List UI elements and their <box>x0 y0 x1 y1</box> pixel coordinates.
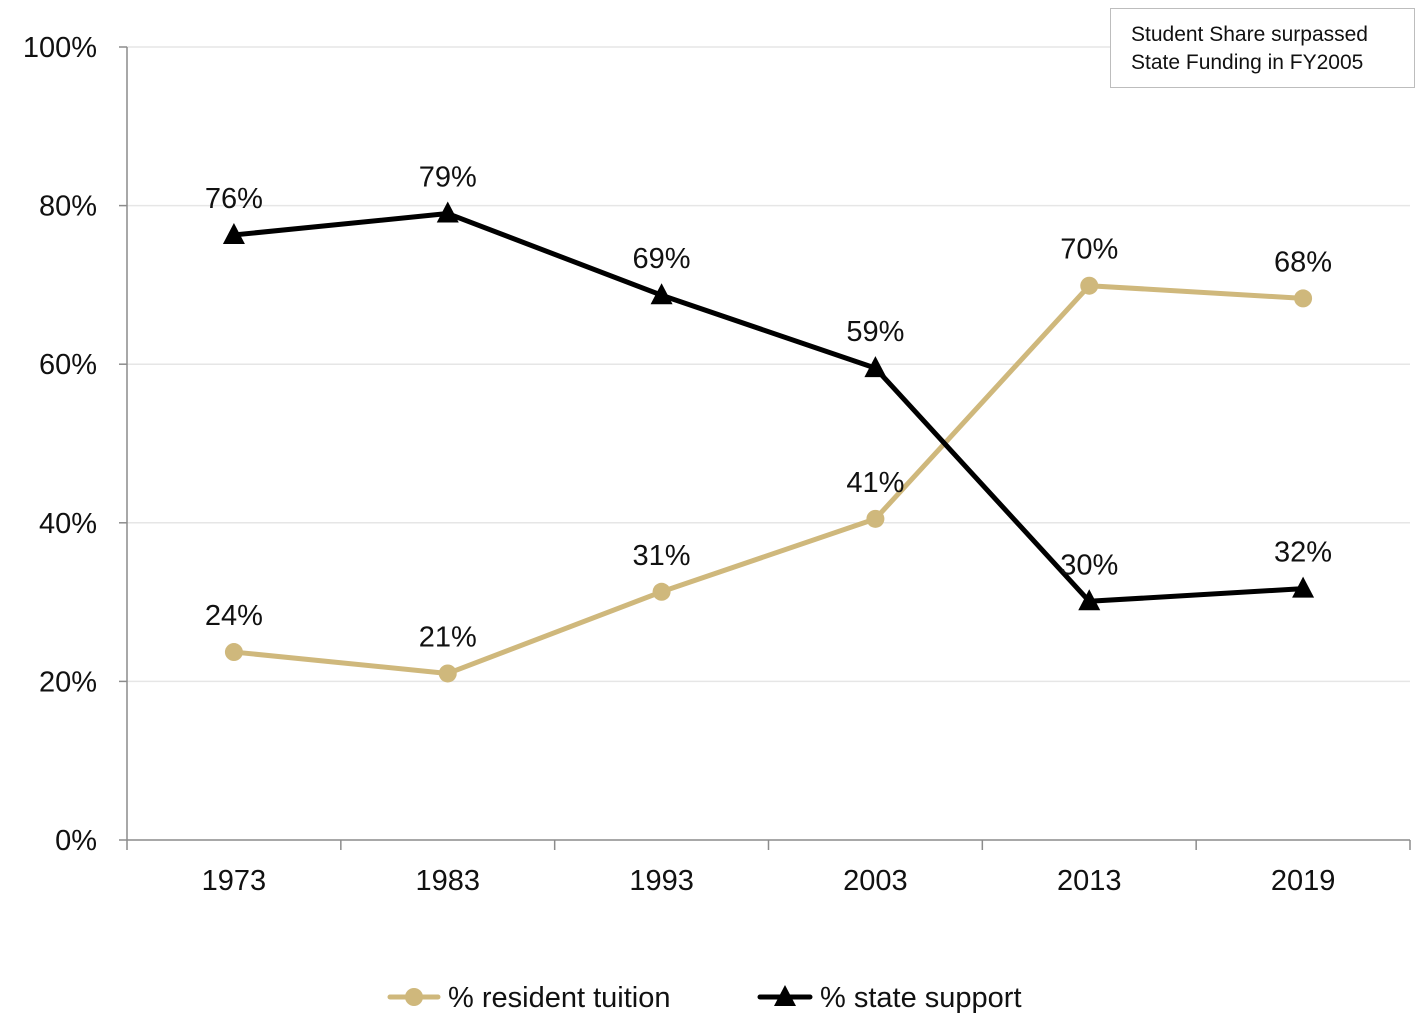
x-tick-label: 2013 <box>1057 865 1122 897</box>
data-point <box>436 201 459 223</box>
x-tick-label: 1973 <box>202 865 267 897</box>
y-tick-label: 0% <box>55 825 97 857</box>
data-point <box>222 222 245 244</box>
data-point <box>1294 289 1313 308</box>
data-labels: 24% 21% 31% 41% 70% 68% 76% 79% 69% 59% 30% 32% <box>205 162 1332 654</box>
y-tick-label: 100% <box>23 32 97 64</box>
data-point <box>866 509 885 528</box>
legend-label: % resident tuition <box>448 982 670 1014</box>
x-tick-label: 2019 <box>1271 865 1336 897</box>
data-label: 68% <box>1274 246 1332 278</box>
legend-item: % resident tuition <box>387 982 670 1014</box>
x-tick-label: 1993 <box>629 865 694 897</box>
annotation-box: Student Share surpassed State Funding in… <box>1110 8 1415 88</box>
legend-item: % state support <box>757 982 1022 1014</box>
x-tick-label: 1983 <box>415 865 480 897</box>
y-tick-label: 80% <box>39 191 97 223</box>
axes: 0% 20% 40% 60% 80% 100% 1973 1983 1993 2003 2013 20… <box>23 32 1411 897</box>
legend-label: % state support <box>820 982 1022 1014</box>
data-point <box>1292 576 1315 598</box>
data-label: 24% <box>205 600 263 632</box>
series-line-state-support <box>231 211 1306 604</box>
x-tick-label: 2003 <box>843 865 908 897</box>
data-point <box>1078 589 1101 611</box>
data-label: 69% <box>633 243 691 275</box>
data-label: 32% <box>1274 537 1332 569</box>
data-label: 79% <box>419 162 477 194</box>
data-label: 41% <box>846 467 904 499</box>
data-point <box>650 283 673 305</box>
data-label: 59% <box>846 316 904 348</box>
data-point <box>864 356 887 378</box>
data-label: 76% <box>205 183 263 215</box>
y-tick-label: 20% <box>39 666 97 698</box>
annotation-line-1: Student Share surpassed <box>1131 23 1368 46</box>
legend-swatch-marker <box>774 985 796 1006</box>
y-tick-label: 40% <box>39 508 97 540</box>
data-label: 70% <box>1060 234 1118 266</box>
legend-swatch-marker <box>405 988 423 1006</box>
data-label: 30% <box>1060 549 1118 581</box>
y-tick-label: 60% <box>39 349 97 381</box>
data-point <box>1080 276 1099 295</box>
data-label: 31% <box>633 540 691 572</box>
data-point <box>652 582 671 601</box>
legend: % resident tuition % state support <box>387 982 1022 1014</box>
series-group <box>222 201 1315 683</box>
data-point <box>438 664 457 683</box>
annotation-line-2: State Funding in FY2005 <box>1131 51 1364 74</box>
series-line-resident-tuition <box>231 283 1306 676</box>
data-label: 21% <box>419 621 477 653</box>
data-point <box>224 643 243 662</box>
gridlines <box>127 46 1410 683</box>
